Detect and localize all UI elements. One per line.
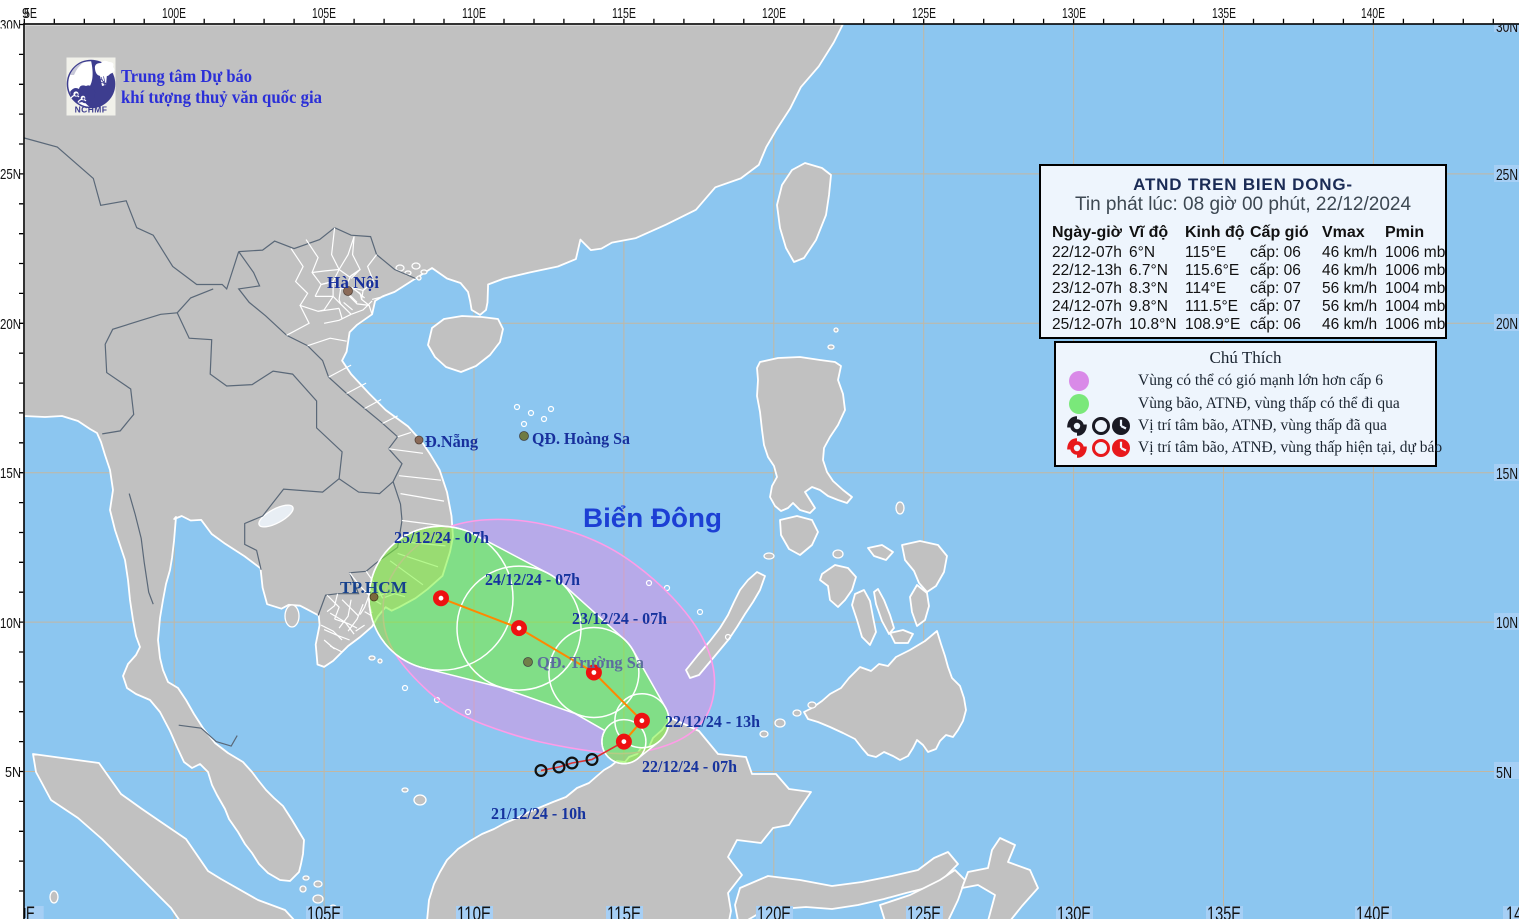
svg-text:105E: 105E <box>312 6 336 22</box>
svg-text:24/12/24 - 07h: 24/12/24 - 07h <box>485 570 581 589</box>
svg-text:23/12/24 - 07h: 23/12/24 - 07h <box>572 609 668 628</box>
svg-text:135E: 135E <box>1207 904 1241 920</box>
svg-text:140E: 140E <box>1361 6 1385 22</box>
svg-text:E: E <box>26 904 35 920</box>
svg-text:100E: 100E <box>162 6 186 22</box>
svg-text:5E: 5E <box>24 6 37 22</box>
svg-text:25N: 25N <box>1496 167 1518 184</box>
svg-text:20N: 20N <box>1496 316 1518 333</box>
svg-text:5N: 5N <box>1496 765 1512 782</box>
svg-text:135E: 135E <box>1212 6 1236 22</box>
svg-text:115E: 115E <box>612 6 636 22</box>
svg-text:Đ.Nẵng: Đ.Nẵng <box>425 432 478 451</box>
svg-text:30N: 30N <box>0 17 21 34</box>
svg-text:QĐ. Trường Sa: QĐ. Trường Sa <box>537 653 644 672</box>
svg-text:110E: 110E <box>457 904 491 920</box>
svg-text:110E: 110E <box>462 6 486 22</box>
svg-text:120E: 120E <box>762 6 786 22</box>
svg-text:125E: 125E <box>907 904 941 920</box>
svg-text:5N: 5N <box>5 764 21 781</box>
svg-text:120E: 120E <box>757 904 791 920</box>
svg-text:10N: 10N <box>0 615 21 632</box>
svg-text:NCHMF: NCHMF <box>75 105 108 115</box>
svg-text:Hà Nội: Hà Nội <box>327 273 379 292</box>
svg-text:30N: 30N <box>1496 19 1518 36</box>
svg-text:Trung tâm Dự báo: Trung tâm Dự báo <box>121 66 252 86</box>
svg-text:22/12/24 - 13h: 22/12/24 - 13h <box>665 712 761 731</box>
svg-text:21/12/24 - 10h: 21/12/24 - 10h <box>491 804 587 823</box>
svg-text:QĐ. Hoàng Sa: QĐ. Hoàng Sa <box>532 429 630 448</box>
svg-text:15N: 15N <box>1496 466 1518 483</box>
svg-text:25N: 25N <box>0 166 21 183</box>
svg-text:10N: 10N <box>1496 615 1518 632</box>
svg-text:130E: 130E <box>1057 904 1091 920</box>
svg-text:130E: 130E <box>1062 6 1086 22</box>
svg-text:115E: 115E <box>607 904 641 920</box>
svg-text:Biển Đông: Biển Đông <box>583 503 722 533</box>
svg-text:140E: 140E <box>1356 904 1390 920</box>
svg-text:125E: 125E <box>912 6 936 22</box>
svg-text:25/12/24 - 07h: 25/12/24 - 07h <box>394 528 490 547</box>
svg-text:khí tượng thuỷ văn quốc gia: khí tượng thuỷ văn quốc gia <box>121 87 322 107</box>
svg-text:22/12/24 - 07h: 22/12/24 - 07h <box>642 757 738 776</box>
svg-text:145E: 145E <box>1506 904 1519 920</box>
svg-text:20N: 20N <box>0 316 21 333</box>
svg-text:9: 9 <box>22 6 29 22</box>
svg-text:15N: 15N <box>0 465 21 482</box>
svg-text:105E: 105E <box>307 904 341 920</box>
svg-text:TP.HCM: TP.HCM <box>340 578 407 597</box>
